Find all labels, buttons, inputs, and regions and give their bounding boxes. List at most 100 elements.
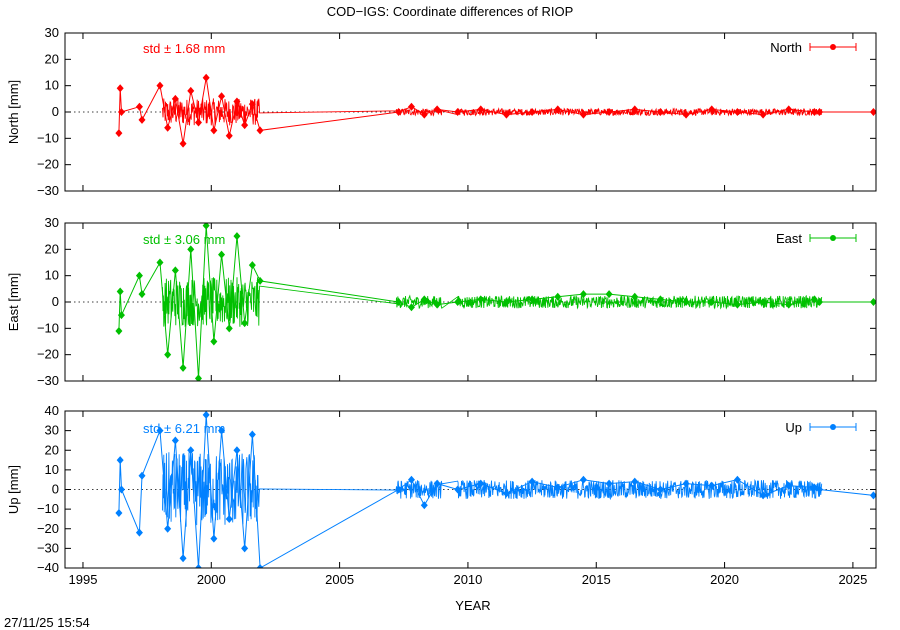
data-point xyxy=(248,430,256,439)
data-point xyxy=(256,276,264,285)
data-point xyxy=(816,485,824,494)
data-point xyxy=(656,485,664,494)
data-point xyxy=(135,271,143,280)
x-axis-label: YEAR xyxy=(455,598,490,613)
x-tick-label: 2025 xyxy=(838,572,867,587)
data-point xyxy=(502,298,510,306)
data-point xyxy=(631,477,639,486)
y-axis-label: North [mm] xyxy=(6,80,21,144)
legend-marker xyxy=(830,235,836,241)
data-point xyxy=(682,479,690,488)
data-point xyxy=(233,446,241,455)
y-tick-label: 30 xyxy=(45,215,59,230)
data-point xyxy=(117,485,125,494)
data-point xyxy=(708,105,716,114)
data-point xyxy=(115,509,123,518)
data-point xyxy=(248,261,256,270)
data-point xyxy=(433,105,441,114)
data-point xyxy=(241,544,249,553)
legend-marker xyxy=(830,44,836,50)
data-point xyxy=(218,250,226,259)
y-tick-label: −10 xyxy=(37,130,59,145)
data-point xyxy=(454,298,462,306)
data-point xyxy=(171,266,179,275)
data-point xyxy=(759,491,767,500)
data-point xyxy=(164,123,172,132)
data-point xyxy=(256,126,264,135)
data-point xyxy=(179,363,187,372)
series-line xyxy=(118,225,874,379)
data-point xyxy=(656,108,664,116)
data-point xyxy=(579,290,587,299)
data-point xyxy=(502,110,510,119)
series-up xyxy=(115,411,876,568)
data-point xyxy=(407,303,415,312)
data-point xyxy=(869,108,876,116)
data-point xyxy=(202,73,210,82)
y-tick-label: −40 xyxy=(37,560,59,575)
data-point xyxy=(785,481,793,490)
data-point xyxy=(171,436,179,445)
data-point xyxy=(579,475,587,484)
data-point xyxy=(656,295,664,304)
data-point xyxy=(115,129,123,138)
y-tick-label: 0 xyxy=(52,482,59,497)
data-point xyxy=(156,81,164,90)
data-point xyxy=(210,337,218,346)
panel-frame xyxy=(64,32,877,192)
data-point xyxy=(682,110,690,119)
timestamp-label: 27/11/25 15:54 xyxy=(4,615,90,630)
data-point xyxy=(477,295,485,304)
y-axis-label: East [mm] xyxy=(6,273,21,332)
data-point xyxy=(395,485,403,494)
data-point xyxy=(785,300,793,309)
data-point xyxy=(733,475,741,484)
data-point xyxy=(407,475,415,484)
y-tick-label: −30 xyxy=(37,373,59,388)
data-point xyxy=(135,102,143,111)
data-point xyxy=(477,105,485,114)
data-point xyxy=(138,471,146,480)
y-tick-label: 10 xyxy=(45,268,59,283)
data-point xyxy=(116,84,124,93)
data-point xyxy=(810,295,818,304)
data-point xyxy=(785,105,793,114)
x-tick-label: 2020 xyxy=(710,572,739,587)
x-tick-label: 2015 xyxy=(582,572,611,587)
data-point xyxy=(733,300,741,309)
legend-label: East xyxy=(776,231,802,246)
data-point xyxy=(502,489,510,498)
data-point xyxy=(218,92,226,101)
y-tick-label: 30 xyxy=(45,423,59,438)
series-north xyxy=(115,73,876,148)
data-point xyxy=(395,108,403,116)
data-point xyxy=(631,292,639,301)
y-tick-label: 0 xyxy=(52,104,59,119)
data-point xyxy=(554,105,562,114)
data-point xyxy=(210,534,218,543)
data-point xyxy=(682,298,690,306)
std-label: std ± 6.21 mm xyxy=(143,421,225,436)
data-point xyxy=(225,131,233,140)
series-noise xyxy=(162,452,823,527)
series-east xyxy=(115,223,876,381)
data-point xyxy=(117,108,125,116)
std-label: std ± 1.68 mm xyxy=(143,41,225,56)
legend-label: Up xyxy=(785,420,802,435)
data-point xyxy=(528,295,536,304)
y-tick-label: 10 xyxy=(45,462,59,477)
panel-east: 30 20 10 0 −10 −20 −30 East [mm] std ± 3.06 mm Ea… xyxy=(6,215,877,388)
y-tick-label: −20 xyxy=(37,347,59,362)
data-point xyxy=(225,324,233,333)
data-point xyxy=(156,426,164,435)
data-point xyxy=(225,514,233,523)
y-tick-label: 20 xyxy=(45,51,59,66)
data-point xyxy=(454,108,462,116)
data-point xyxy=(179,139,187,148)
series-noise xyxy=(162,277,823,328)
data-point xyxy=(138,115,146,124)
x-tick-label: 1995 xyxy=(69,572,98,587)
data-point xyxy=(869,298,876,306)
data-point xyxy=(202,223,210,230)
